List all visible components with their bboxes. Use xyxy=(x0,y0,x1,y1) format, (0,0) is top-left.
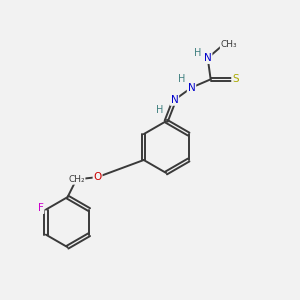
Text: F: F xyxy=(38,203,44,213)
Text: CH₃: CH₃ xyxy=(220,40,237,50)
Text: H: H xyxy=(178,74,185,84)
Text: H: H xyxy=(194,48,201,58)
Text: H: H xyxy=(156,105,164,115)
Text: N: N xyxy=(204,53,212,63)
Text: O: O xyxy=(94,172,102,182)
Text: N: N xyxy=(188,82,195,93)
Text: CH₂: CH₂ xyxy=(68,175,85,184)
Text: N: N xyxy=(171,95,178,105)
Text: S: S xyxy=(232,74,239,84)
